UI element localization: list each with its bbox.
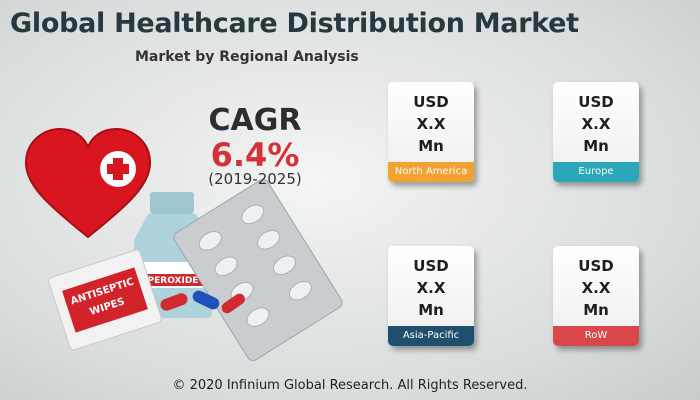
region-label: RoW	[553, 326, 639, 346]
blister-pack	[173, 179, 343, 361]
wipes-packet: ANTISEPTIC WIPES	[48, 249, 162, 351]
cagr-value: 6.4%	[210, 136, 300, 174]
region-card: USD X.X Mn North America	[388, 82, 474, 182]
cagr-period: (2019-2025)	[208, 170, 302, 188]
value-line: Mn	[583, 301, 609, 319]
region-card: USD X.X Mn Europe	[553, 82, 639, 182]
capsules	[160, 290, 245, 314]
footer: © 2020 Infinium Global Research. All Rig…	[172, 378, 528, 393]
region-card: USD X.X Mn Asia-Pacific	[388, 246, 474, 346]
heart	[24, 127, 152, 239]
bottle: PEROXIDE	[134, 192, 212, 318]
value-text: USD X.X Mn	[553, 246, 639, 321]
value-line: Mn	[418, 301, 444, 319]
value-line: USD	[578, 257, 614, 275]
region-label: Asia-Pacific	[388, 326, 474, 346]
value-text: USD X.X Mn	[553, 82, 639, 157]
value-line: Mn	[583, 137, 609, 155]
value-line: X.X	[416, 279, 446, 297]
subtitle: Market by Regional Analysis	[135, 49, 359, 65]
value-text: USD X.X Mn	[388, 82, 474, 157]
title: Global Healthcare Distribution Market	[10, 8, 579, 39]
region-label: North America	[388, 162, 474, 182]
value-text: USD X.X Mn	[388, 246, 474, 321]
cagr-label: CAGR	[208, 103, 302, 138]
value-line: Mn	[418, 137, 444, 155]
region-label: Europe	[553, 162, 639, 182]
value-line: X.X	[416, 115, 446, 133]
value-line: X.X	[581, 115, 611, 133]
value-line: USD	[578, 93, 614, 111]
value-line: X.X	[581, 279, 611, 297]
region-card: USD X.X Mn RoW	[553, 246, 639, 346]
bottle-label: PEROXIDE	[148, 276, 199, 286]
value-line: USD	[413, 257, 449, 275]
value-line: USD	[413, 93, 449, 111]
